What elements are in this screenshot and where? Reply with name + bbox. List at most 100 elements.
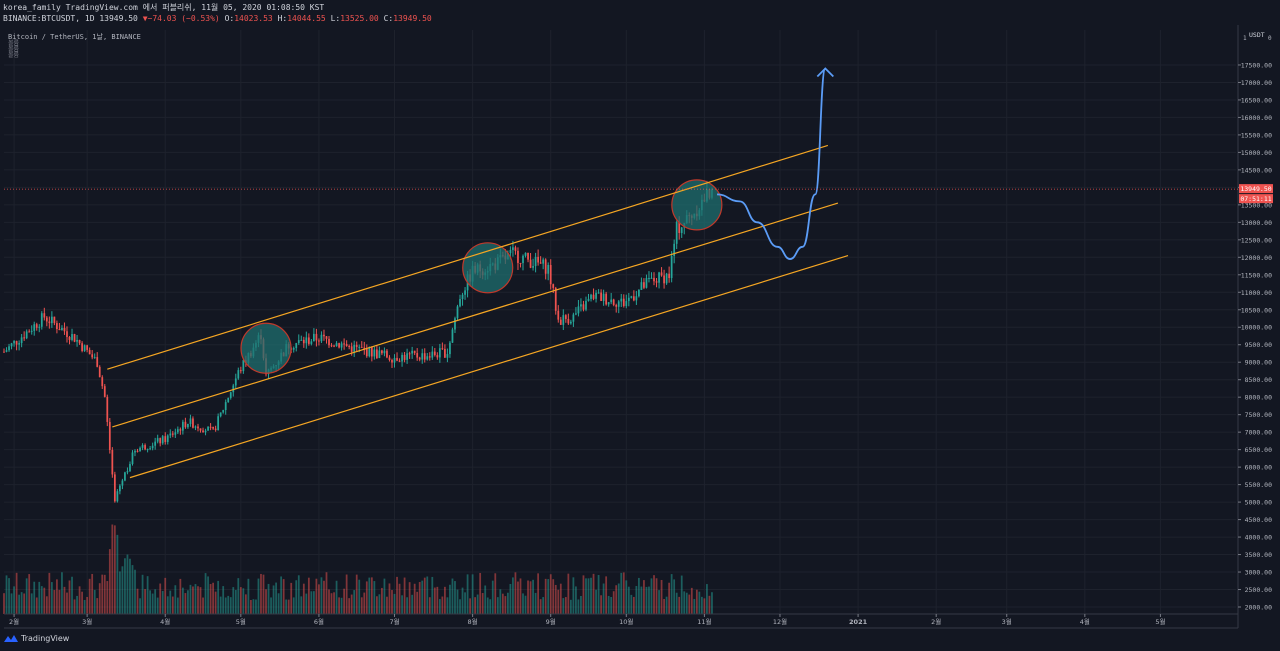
price-tick-label: 11500.00	[1241, 271, 1272, 279]
candle-body	[398, 360, 401, 362]
candle-body	[423, 353, 426, 360]
tradingview-logo-icon	[4, 635, 18, 642]
candle-body	[527, 252, 529, 260]
time-tick-label: 11월	[697, 617, 711, 626]
indicator-list[interactable]: 볼륨 볼륨 볼륨	[8, 41, 19, 59]
price-tick-label: 16500.00	[1241, 96, 1272, 104]
volume-bar	[650, 578, 653, 614]
candle-body	[365, 348, 368, 357]
volume-bar	[363, 592, 366, 614]
volume-bar	[368, 577, 371, 614]
price-tick-label: 6500.00	[1245, 446, 1272, 454]
candle-body	[335, 343, 338, 347]
candle-body	[519, 262, 522, 264]
volume-bar	[88, 578, 91, 614]
candle-body	[58, 329, 61, 331]
candle-body	[673, 243, 676, 257]
volume-bar	[607, 595, 610, 614]
volume-bar	[28, 574, 31, 614]
candle-body	[650, 277, 653, 279]
volume-bar	[176, 597, 179, 614]
volume-bar	[166, 596, 169, 614]
volume-bar	[335, 580, 338, 614]
symbol-info: BINANCE:BTCUSDT, 1D 13949.50	[3, 14, 138, 23]
candle-body	[108, 421, 111, 450]
volume-bar	[53, 589, 56, 614]
chart-legend-title[interactable]: Bitcoin / TetherUS, 1날, BINANCE	[8, 33, 141, 41]
candle-body	[542, 259, 545, 264]
candle-body	[597, 292, 600, 294]
volume-bar	[265, 589, 267, 614]
candle-body	[433, 351, 436, 356]
tradingview-brand[interactable]: TradingView	[4, 634, 69, 643]
candle-body	[320, 334, 323, 342]
volume-bar	[330, 593, 333, 614]
candle-body	[171, 433, 174, 435]
price-axis-top-label: 0	[1268, 35, 1272, 42]
candle-body	[620, 298, 623, 302]
candle-body	[360, 346, 363, 348]
price-tick-label: 7500.00	[1245, 411, 1272, 419]
candle-body	[370, 346, 373, 357]
volume-bar	[620, 572, 623, 614]
candle-body	[187, 423, 189, 428]
indicator-label[interactable]: 볼륨	[8, 52, 20, 59]
price-tick-label: 3500.00	[1245, 551, 1272, 559]
last-price-badge	[1239, 184, 1273, 194]
volume-bar	[315, 578, 318, 614]
candle-body	[340, 343, 343, 348]
volume-bar	[441, 596, 444, 614]
candle-body	[451, 329, 454, 343]
time-tick-label: 5월	[1155, 617, 1165, 626]
candle-body	[25, 331, 28, 339]
candle-body	[194, 426, 197, 428]
candle-body	[383, 350, 386, 354]
candle-body	[78, 340, 81, 344]
candle-body	[524, 252, 527, 256]
volume-bar	[25, 578, 28, 614]
volume-bar	[461, 587, 464, 614]
candle-body	[353, 344, 356, 352]
brand-name: TradingView	[21, 634, 70, 643]
candle-body	[111, 449, 114, 475]
volume-bar	[290, 582, 293, 614]
candle-body	[179, 429, 182, 431]
candle-body	[307, 337, 310, 344]
candle-body	[164, 436, 167, 442]
indicator-label[interactable]: 볼륨	[8, 46, 20, 53]
volume-bar	[582, 575, 585, 614]
time-tick-label: 9월	[546, 617, 556, 626]
time-tick-label: 7월	[389, 617, 399, 626]
price-tick-label: 17000.00	[1241, 79, 1272, 87]
candle-body	[464, 290, 466, 295]
volume-bar	[154, 589, 157, 614]
volume-bar	[597, 574, 600, 614]
volume-bar	[222, 586, 225, 614]
volume-bar	[129, 558, 131, 614]
candle-body	[61, 327, 63, 331]
indicator-label[interactable]: 볼륨	[8, 40, 20, 47]
candle-body	[438, 348, 441, 358]
candle-body	[534, 256, 537, 267]
highlight-circle	[671, 179, 723, 231]
volume-bar	[423, 577, 426, 614]
candle-body	[459, 299, 461, 307]
price-tick-label: 8500.00	[1245, 376, 1272, 384]
projection-path	[716, 67, 834, 260]
volume-bar	[381, 587, 383, 614]
volume-bar	[587, 578, 590, 614]
volume-bar	[310, 591, 313, 614]
candle-body	[509, 249, 512, 254]
volume-bar	[413, 583, 416, 614]
volume-bars	[3, 524, 713, 614]
time-tick-label: 5월	[236, 617, 246, 626]
volume-bar	[139, 598, 141, 614]
volume-bar	[544, 578, 547, 614]
volume-bar	[456, 589, 459, 614]
volume-bar	[549, 574, 552, 614]
volume-bar	[262, 574, 265, 614]
volume-bar	[270, 597, 272, 614]
candle-body	[355, 344, 358, 347]
volume-bar	[131, 565, 134, 614]
